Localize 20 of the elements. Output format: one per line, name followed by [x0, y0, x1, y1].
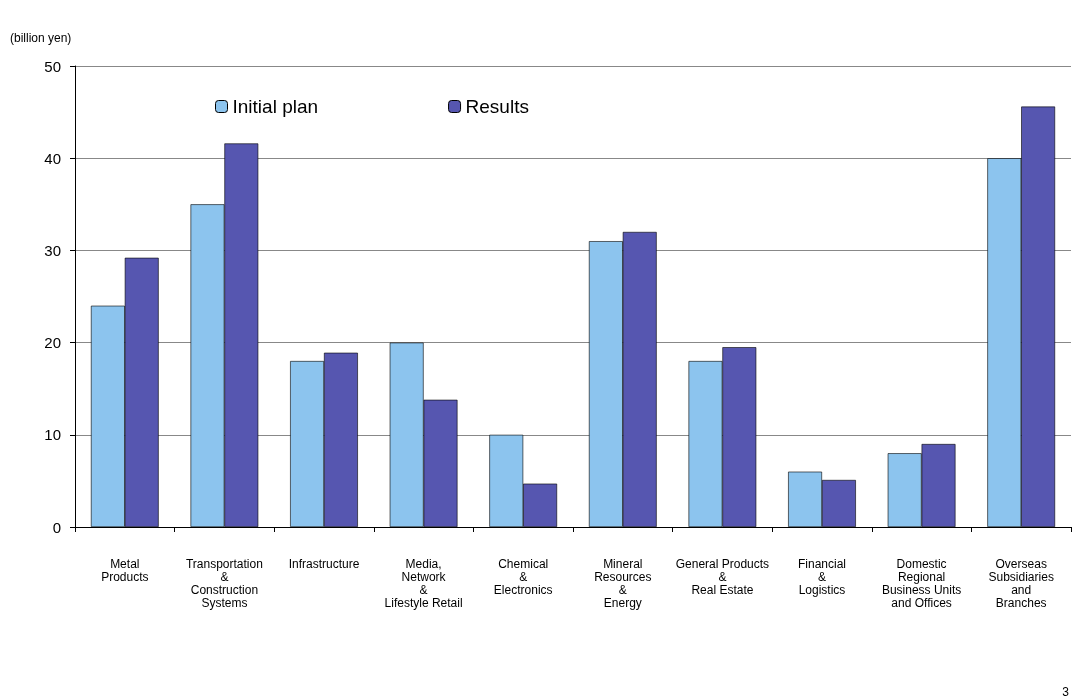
legend-label: Results [465, 96, 529, 117]
y-tick-label: 10 [44, 426, 61, 444]
x-tick-label: Mineral Resources & Energy [594, 556, 652, 610]
x-tick-label: Metal Products [101, 556, 149, 584]
y-tick-label: 40 [44, 149, 61, 167]
y-tick-label: 30 [44, 241, 61, 259]
x-tick-label: Transportation & Construction Systems [185, 556, 263, 610]
x-tick-label: Financial & Logistics [797, 556, 847, 597]
y-tick-label: 0 [52, 518, 61, 536]
x-tick-label: Infrastructure [288, 556, 360, 571]
y-axis-title: (billion yen) [10, 31, 72, 45]
x-tick-label: General Products & Real Estate [675, 556, 770, 597]
x-tick-label: Domestic Regional Business Units and Offices [881, 556, 962, 610]
x-tick-label: Media, Network & Lifestyle Retail [384, 556, 463, 610]
x-tick-label: Chemical & Electronics [493, 556, 553, 597]
text: 3 [1062, 685, 1070, 699]
legend-label: Initial plan [232, 96, 319, 117]
x-tick-label: Overseas Subsidiaries and Branches [988, 556, 1054, 610]
y-tick-label: 50 [44, 57, 61, 75]
y-tick-label: 20 [44, 334, 61, 352]
